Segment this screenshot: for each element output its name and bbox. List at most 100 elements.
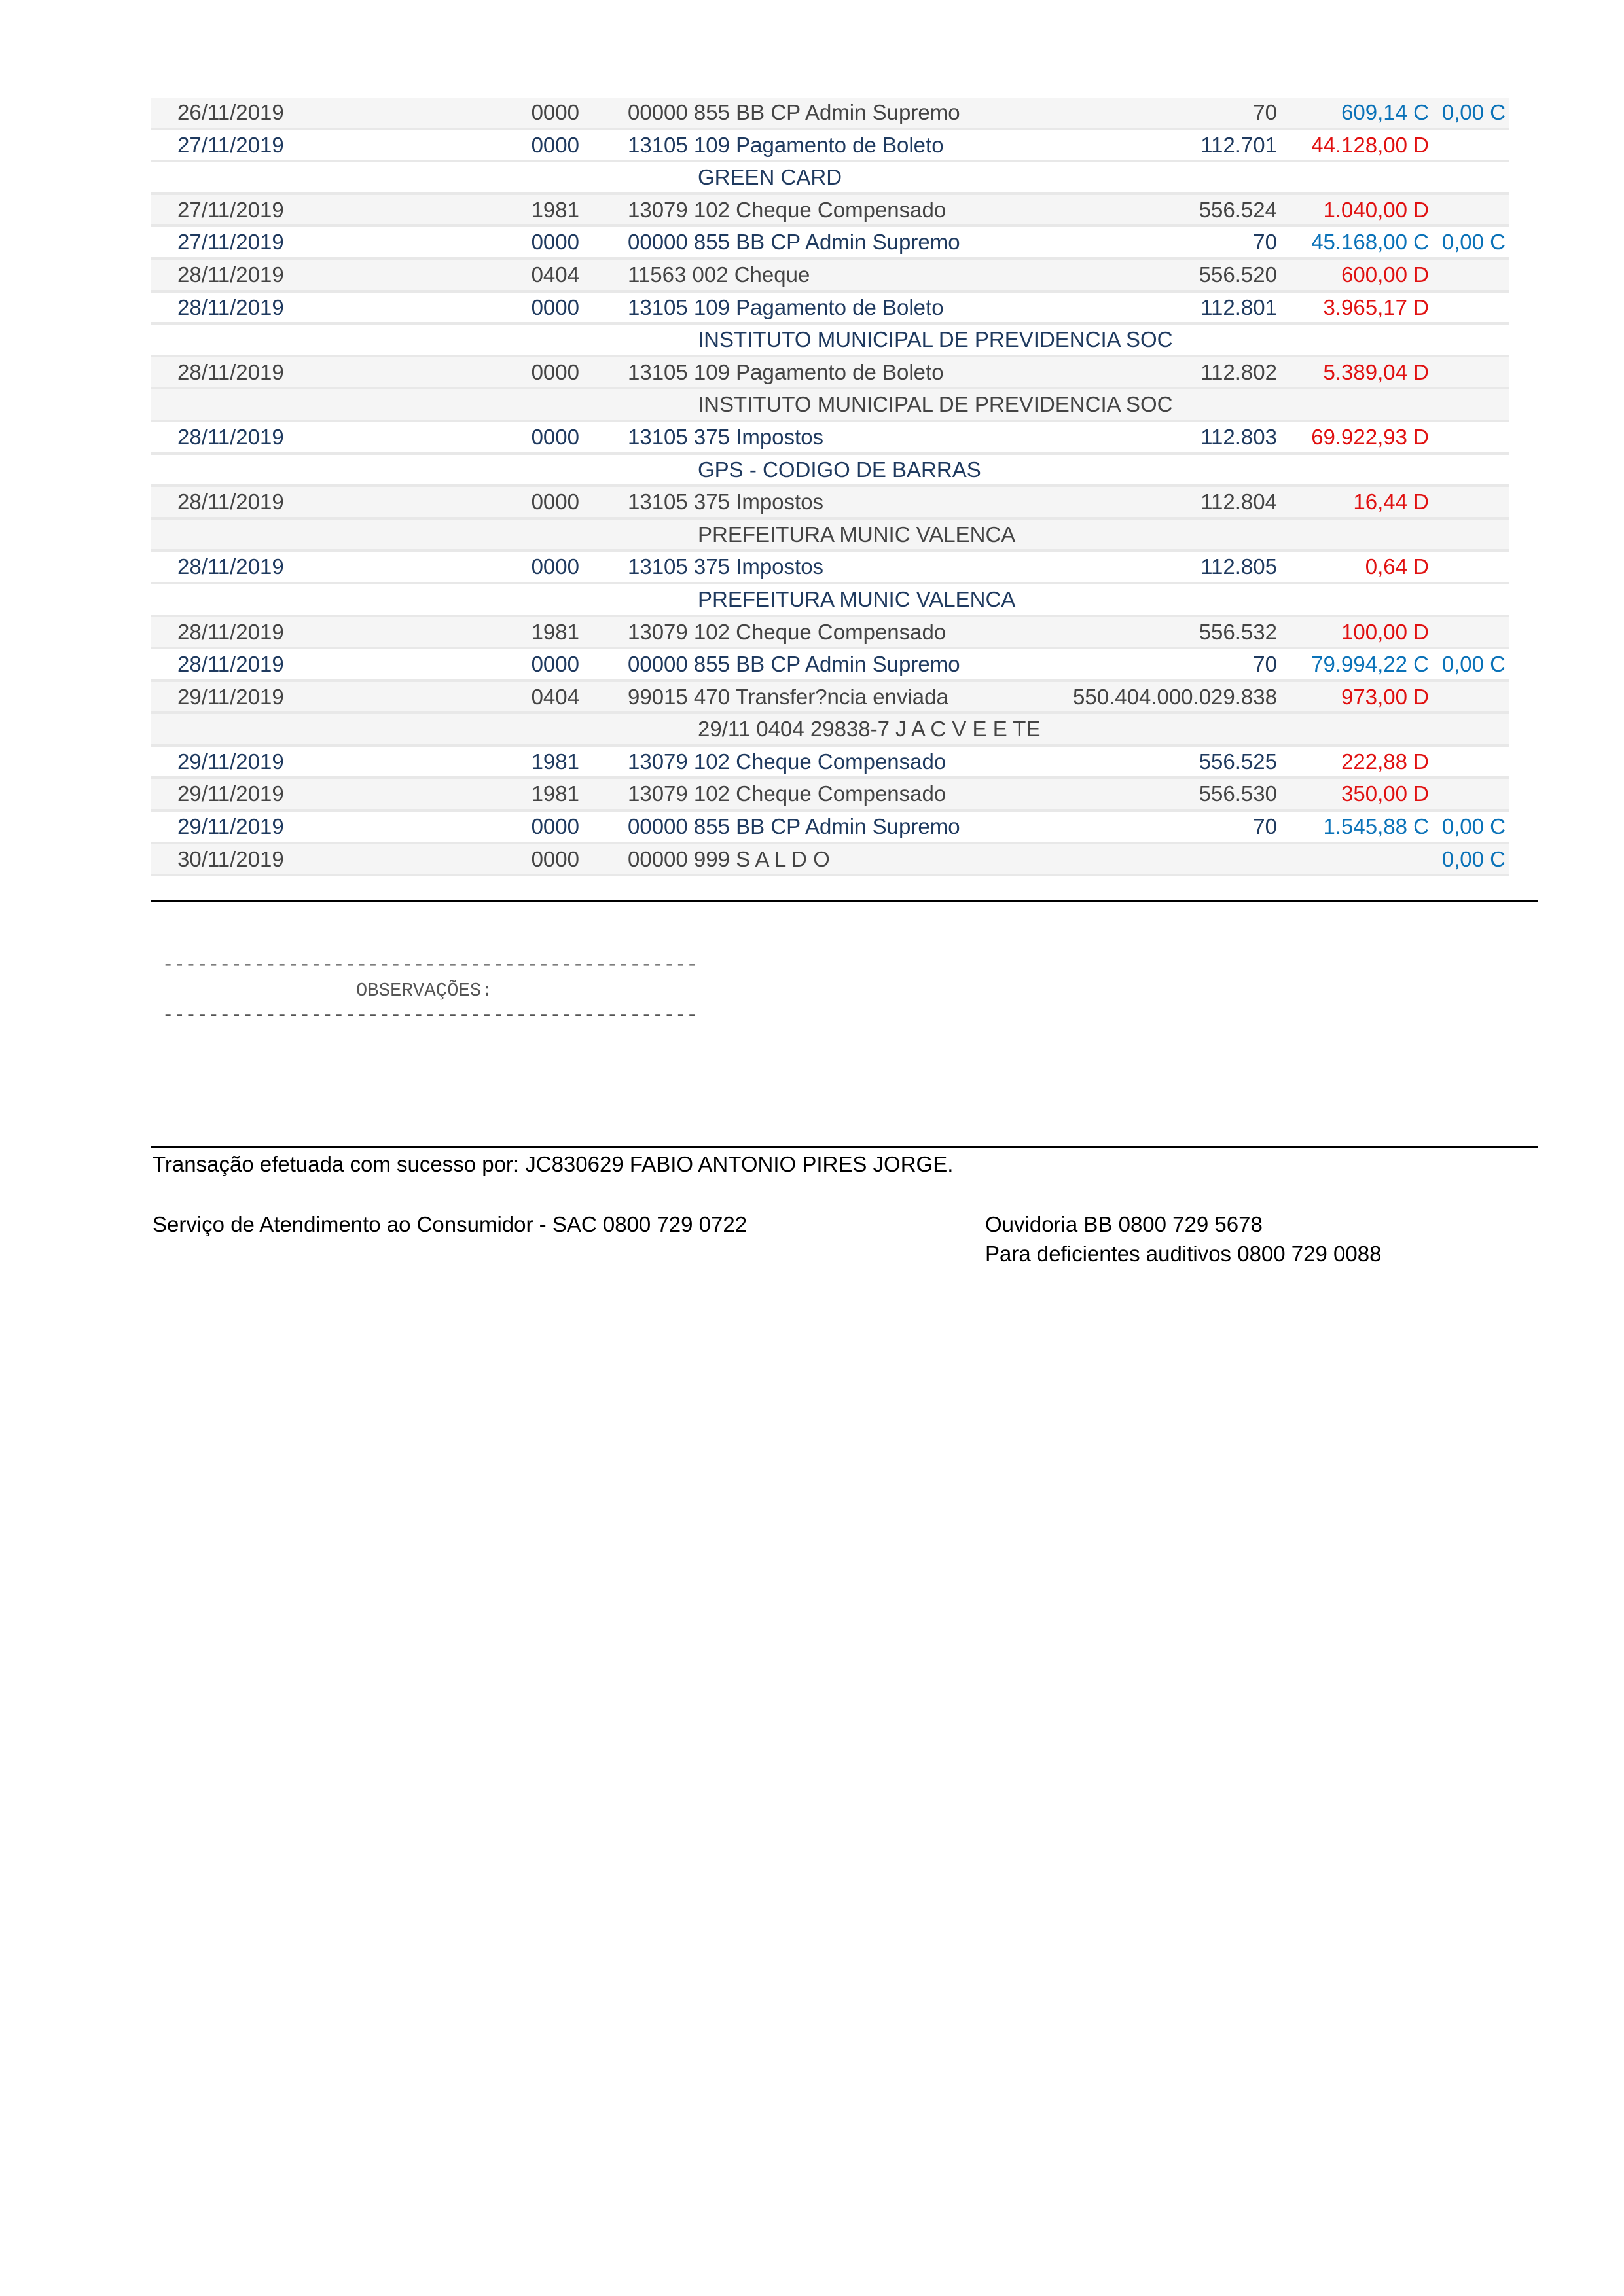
entry-history: 13105 375 Impostos [628,554,824,579]
entry-doc: 0000 [531,230,579,255]
entry-balance: 0,00 C [1441,652,1506,677]
entry-detail: INSTITUTO MUNICIPAL DE PREVIDENCIA SOC [698,392,1173,417]
entry-doc: 0404 [531,262,579,287]
entry-date: 28/11/2019 [177,490,284,514]
observations-dashes-bottom: ----------------------------------------… [162,1005,698,1026]
entry-date: 30/11/2019 [177,846,284,871]
table-row-detail: 29/11 0404 29838-7 J A C V E E TE [151,714,1509,747]
entry-amount: 609,14 C [1341,100,1429,124]
table-row: 28/11/2019 0404 11563 002 Cheque 556.520 600… [151,259,1509,293]
table-row-detail: GREEN CARD [151,162,1509,195]
entry-date: 28/11/2019 [177,295,284,319]
entry-history: 13079 102 Cheque Compensado [628,619,947,644]
entry-date: 28/11/2019 [177,262,284,287]
entry-reference: 70 [1253,230,1277,255]
entry-amount: 1.040,00 D [1323,197,1429,222]
entry-doc: 1981 [531,619,579,644]
table-row: 29/11/2019 0404 99015 470 Transfer?ncia en… [151,681,1509,715]
entry-reference: 112.802 [1200,359,1277,384]
entry-detail: 29/11 0404 29838-7 J A C V E E TE [698,717,1041,742]
entry-detail: PREFEITURA MUNIC VALENCA [698,522,1016,547]
divider [151,900,1538,902]
entry-doc: 0000 [531,424,579,449]
entry-balance: 0,00 C [1441,230,1506,255]
entry-detail: GPS - CODIGO DE BARRAS [698,457,981,482]
table-row: 26/11/2019 0000 00000 855 BB CP Admin Supr… [151,98,1509,130]
entry-doc: 0000 [531,295,579,319]
entry-history: 13105 109 Pagamento de Boleto [628,359,944,384]
entry-doc: 1981 [531,781,579,806]
table-row-detail: INSTITUTO MUNICIPAL DE PREVIDENCIA SOC [151,389,1509,422]
entry-detail: PREFEITURA MUNIC VALENCA [698,586,1016,611]
entry-history: 13079 102 Cheque Compensado [628,781,947,806]
entry-doc: 0000 [531,132,579,157]
entry-amount: 1.545,88 C [1323,814,1429,839]
entry-detail: INSTITUTO MUNICIPAL DE PREVIDENCIA SOC [698,327,1173,352]
entry-date: 26/11/2019 [177,100,284,124]
entry-balance: 0,00 C [1441,814,1506,839]
entry-amount: 16,44 D [1353,490,1429,514]
entry-history: 13079 102 Cheque Compensado [628,749,947,774]
entry-date: 29/11/2019 [177,684,284,709]
entry-reference: 112.803 [1200,424,1277,449]
entry-amount: 44.128,00 D [1311,132,1429,157]
entry-history: 13105 375 Impostos [628,424,824,449]
table-row: 29/11/2019 0000 00000 855 BB CP Admin Supr… [151,812,1509,844]
entry-reference: 112.805 [1200,554,1277,579]
table-row: 28/11/2019 0000 13105 375 Impostos 112.805 0… [151,552,1509,584]
observations-dashes-top: ----------------------------------------… [162,954,698,976]
entry-history: 13105 375 Impostos [628,490,824,514]
entry-reference: 112.701 [1200,132,1277,157]
entry-doc: 1981 [531,749,579,774]
entry-history: 99015 470 Transfer?ncia enviada [628,684,948,709]
entry-date: 28/11/2019 [177,424,284,449]
entry-doc: 0000 [531,846,579,871]
table-row: 28/11/2019 0000 13105 109 Pagamento de Bol… [151,292,1509,325]
entry-amount: 350,00 D [1341,781,1429,806]
entry-date: 29/11/2019 [177,781,284,806]
table-row-detail: INSTITUTO MUNICIPAL DE PREVIDENCIA SOC [151,325,1509,357]
table-row: 30/11/2019 0000 00000 999 S A L D O 0,00 C [151,844,1509,877]
entry-amount: 69.922,93 D [1311,424,1429,449]
table-row-detail: PREFEITURA MUNIC VALENCA [151,519,1509,552]
entry-reference: 556.530 [1199,781,1277,806]
table-row: 28/11/2019 0000 13105 109 Pagamento de Bol… [151,357,1509,390]
entry-reference: 112.804 [1200,490,1277,514]
entry-reference: 70 [1253,652,1277,677]
entry-history: 13105 109 Pagamento de Boleto [628,295,944,319]
entry-amount: 5.389,04 D [1323,359,1429,384]
table-row: 28/11/2019 0000 13105 375 Impostos 112.804 1… [151,487,1509,520]
ouvidoria-contact: Ouvidoria BB 0800 729 5678 [985,1212,1263,1236]
table-row: 27/11/2019 1981 13079 102 Cheque Compensad… [151,194,1509,228]
table-row: 27/11/2019 0000 00000 855 BB CP Admin Supr… [151,227,1509,260]
sac-contact: Serviço de Atendimento ao Consumidor - S… [153,1212,748,1236]
transaction-confirmation: Transação efetuada com sucesso por: JC83… [153,1152,954,1176]
entry-history: 13105 109 Pagamento de Boleto [628,132,944,157]
entry-amount: 222,88 D [1341,749,1429,774]
entry-date: 27/11/2019 [177,197,284,222]
entry-reference: 556.525 [1199,749,1277,774]
entry-date: 28/11/2019 [177,359,284,384]
entry-amount: 79.994,22 C [1311,652,1429,677]
entry-reference: 556.532 [1199,619,1277,644]
entry-doc: 0000 [531,100,579,124]
entry-doc: 0000 [531,554,579,579]
table-row: 28/11/2019 0000 13105 375 Impostos 112.803 6… [151,422,1509,455]
entry-history: 00000 999 S A L D O [628,846,830,871]
entry-date: 28/11/2019 [177,619,284,644]
entry-amount: 600,00 D [1341,262,1429,287]
entry-history: 00000 855 BB CP Admin Supremo [628,230,960,255]
entry-date: 28/11/2019 [177,652,284,677]
entry-history: 00000 855 BB CP Admin Supremo [628,814,960,839]
entry-history: 00000 855 BB CP Admin Supremo [628,652,960,677]
entry-reference: 550.404.000.029.838 [1073,684,1277,709]
entry-amount: 3.965,17 D [1323,295,1429,319]
entry-history: 13079 102 Cheque Compensado [628,197,947,222]
entry-history: 00000 855 BB CP Admin Supremo [628,100,960,124]
entry-date: 27/11/2019 [177,230,284,255]
entry-doc: 0404 [531,684,579,709]
entry-amount: 45.168,00 C [1311,230,1429,255]
table-row: 29/11/2019 1981 13079 102 Cheque Compensad… [151,779,1509,812]
entry-balance: 0,00 C [1441,846,1506,871]
entry-date: 27/11/2019 [177,132,284,157]
